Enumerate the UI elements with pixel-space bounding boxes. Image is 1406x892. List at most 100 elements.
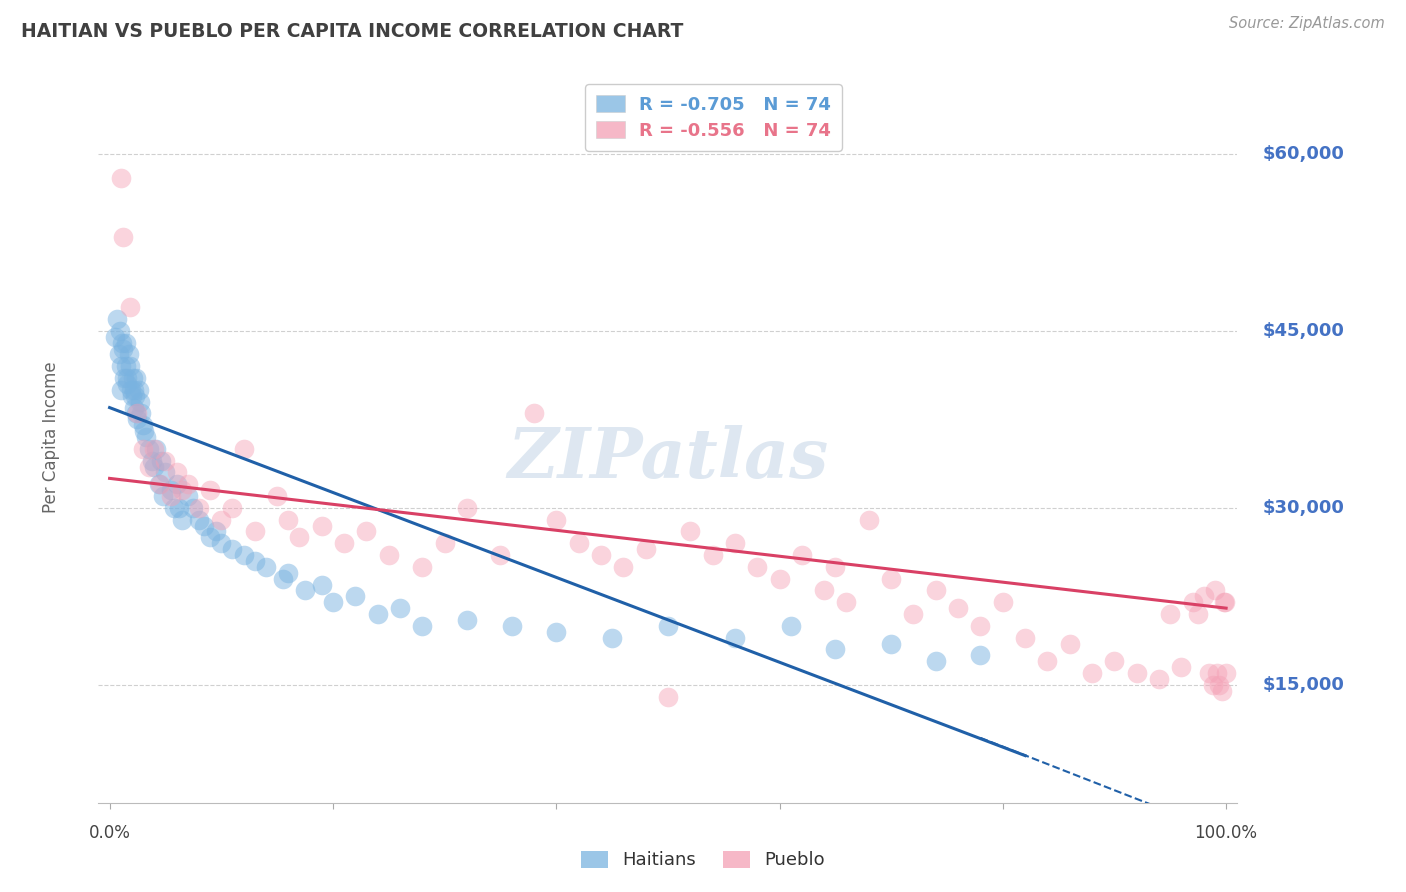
Point <box>128 394 150 409</box>
Point <box>110 359 132 374</box>
Point <box>388 601 411 615</box>
Point <box>925 654 948 668</box>
Point <box>187 500 209 515</box>
Point <box>143 442 166 456</box>
Point <box>121 389 143 403</box>
Point <box>209 513 232 527</box>
Point <box>120 383 142 397</box>
Point <box>790 548 813 562</box>
Point <box>456 500 478 515</box>
Point <box>127 407 149 421</box>
Point <box>600 631 623 645</box>
Point <box>232 442 254 456</box>
Point <box>1198 666 1220 681</box>
Point <box>880 572 903 586</box>
Point <box>311 577 333 591</box>
Point <box>160 483 183 498</box>
Point <box>294 583 316 598</box>
Point <box>167 500 190 515</box>
Point <box>634 542 657 557</box>
Point <box>1126 666 1149 681</box>
Point <box>702 548 724 562</box>
Point <box>1204 583 1226 598</box>
Text: $45,000: $45,000 <box>1263 322 1344 340</box>
Point <box>946 601 969 615</box>
Point <box>110 170 132 185</box>
Point <box>1147 672 1170 686</box>
Point <box>1202 678 1225 692</box>
Text: HAITIAN VS PUEBLO PER CAPITA INCOME CORRELATION CHART: HAITIAN VS PUEBLO PER CAPITA INCOME CORR… <box>21 22 683 41</box>
Point <box>117 376 139 391</box>
Point <box>128 383 150 397</box>
Point <box>824 559 846 574</box>
Point <box>166 477 188 491</box>
Point <box>155 466 177 480</box>
Point <box>1213 595 1236 609</box>
Point <box>129 407 152 421</box>
Point <box>125 371 148 385</box>
Point <box>1159 607 1181 621</box>
Point <box>612 559 634 574</box>
Point <box>243 524 266 539</box>
Point <box>322 595 344 609</box>
Text: ZIPatlas: ZIPatlas <box>508 425 828 492</box>
Point <box>1036 654 1059 668</box>
Point <box>824 642 846 657</box>
Point <box>501 619 523 633</box>
Point <box>546 513 568 527</box>
Text: 100.0%: 100.0% <box>1195 824 1257 842</box>
Point <box>333 536 356 550</box>
Text: Per Capita Income: Per Capita Income <box>42 361 59 513</box>
Point <box>138 442 160 456</box>
Point <box>1215 666 1237 681</box>
Text: $15,000: $15,000 <box>1263 676 1344 694</box>
Point <box>367 607 389 621</box>
Point <box>163 500 186 515</box>
Point <box>149 453 172 467</box>
Point <box>456 613 478 627</box>
Point <box>160 489 183 503</box>
Point <box>1212 595 1234 609</box>
Point <box>221 500 243 515</box>
Point <box>1192 590 1215 604</box>
Point <box>155 453 177 467</box>
Point <box>132 418 155 433</box>
Point <box>1104 654 1126 668</box>
Point <box>111 342 134 356</box>
Point <box>969 619 991 633</box>
Point <box>117 347 139 361</box>
Point <box>118 301 141 315</box>
Point <box>969 648 991 663</box>
Point <box>183 500 205 515</box>
Point <box>1206 666 1229 681</box>
Point <box>135 430 157 444</box>
Point <box>132 442 155 456</box>
Point <box>903 607 925 621</box>
Point <box>193 518 215 533</box>
Point <box>546 624 568 639</box>
Point <box>148 477 170 491</box>
Point <box>858 513 880 527</box>
Point <box>925 583 948 598</box>
Point <box>344 590 367 604</box>
Point <box>1081 666 1104 681</box>
Point <box>209 536 232 550</box>
Point <box>288 530 311 544</box>
Point <box>747 559 769 574</box>
Point <box>187 513 209 527</box>
Point <box>277 513 299 527</box>
Point <box>172 483 194 498</box>
Point <box>657 690 679 704</box>
Point <box>152 489 174 503</box>
Point <box>589 548 612 562</box>
Point <box>813 583 835 598</box>
Point <box>254 559 277 574</box>
Point <box>177 489 200 503</box>
Point <box>311 518 333 533</box>
Text: Source: ZipAtlas.com: Source: ZipAtlas.com <box>1229 16 1385 31</box>
Point <box>271 572 294 586</box>
Point <box>724 536 747 550</box>
Point <box>1211 683 1233 698</box>
Legend: Haitians, Pueblo: Haitians, Pueblo <box>572 842 834 879</box>
Point <box>115 359 138 374</box>
